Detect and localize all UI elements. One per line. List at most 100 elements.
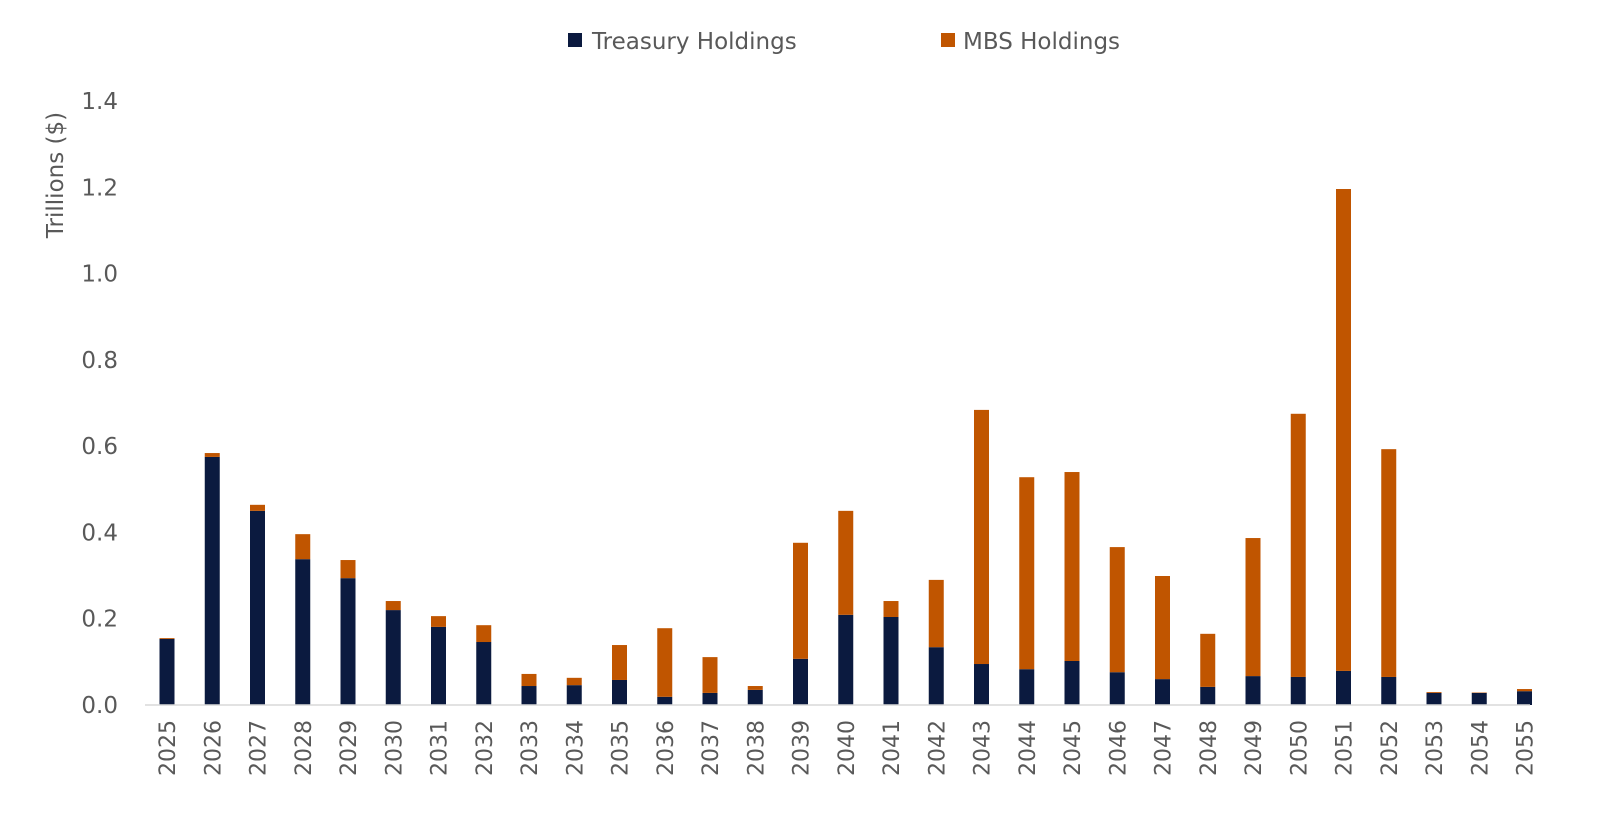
mbs-bar-2038 xyxy=(748,686,763,690)
treasury-bar-2038 xyxy=(748,690,763,705)
mbs-bar-2052 xyxy=(1381,449,1396,677)
mbs-bar-2049 xyxy=(1246,538,1261,676)
mbs-bar-2027 xyxy=(250,505,265,511)
treasury-bar-2033 xyxy=(522,686,537,705)
treasury-bar-2048 xyxy=(1200,687,1215,705)
treasury-bar-2035 xyxy=(612,680,627,705)
x-tick-label: 2042 xyxy=(925,720,950,776)
treasury-bar-2031 xyxy=(431,627,446,705)
treasury-bar-2041 xyxy=(884,617,899,705)
mbs-bar-2046 xyxy=(1110,547,1125,672)
x-tick-label: 2053 xyxy=(1423,720,1448,776)
treasury-bar-2034 xyxy=(567,685,582,705)
y-tick-label: 0.4 xyxy=(81,520,118,546)
x-tick-label: 2044 xyxy=(1016,720,1041,776)
y-tick-label: 1.2 xyxy=(81,175,118,201)
x-tick-label: 2032 xyxy=(473,720,498,776)
treasury-bar-2046 xyxy=(1110,672,1125,705)
treasury-bar-2026 xyxy=(205,457,220,705)
treasury-bar-2055 xyxy=(1517,691,1532,705)
mbs-bar-2028 xyxy=(295,534,310,559)
treasury-bar-2052 xyxy=(1381,677,1396,705)
mbs-bar-2026 xyxy=(205,453,220,457)
mbs-bar-2047 xyxy=(1155,576,1170,679)
mbs-bar-2043 xyxy=(974,410,989,664)
x-tick-label: 2025 xyxy=(156,720,181,776)
treasury-bar-2039 xyxy=(793,659,808,705)
treasury-bar-2040 xyxy=(838,615,853,705)
legend-label-treasury: Treasury Holdings xyxy=(591,29,797,55)
y-tick-label: 1.0 xyxy=(81,262,118,288)
x-tick-label: 2034 xyxy=(563,720,588,776)
mbs-bar-2029 xyxy=(341,560,356,578)
x-tick-label: 2029 xyxy=(337,720,362,776)
y-tick-label: 0.8 xyxy=(81,348,118,374)
mbs-bar-2045 xyxy=(1065,472,1080,661)
treasury-bar-2045 xyxy=(1065,661,1080,705)
y-tick-label: 1.4 xyxy=(81,89,118,115)
x-tick-label: 2040 xyxy=(835,720,860,776)
mbs-bar-2044 xyxy=(1019,477,1034,669)
x-tick-label: 2047 xyxy=(1152,720,1177,776)
mbs-bar-2050 xyxy=(1291,414,1306,677)
mbs-bar-2025 xyxy=(160,638,175,639)
x-tick-label: 2041 xyxy=(880,720,905,776)
treasury-bar-2029 xyxy=(341,578,356,705)
treasury-bar-2028 xyxy=(295,559,310,705)
treasury-bar-2037 xyxy=(703,693,718,705)
mbs-bar-2042 xyxy=(929,580,944,647)
mbs-bar-2037 xyxy=(703,657,718,693)
treasury-bar-2036 xyxy=(657,697,672,705)
mbs-bar-2041 xyxy=(884,601,899,617)
mbs-bar-2048 xyxy=(1200,634,1215,687)
x-tick-label: 2031 xyxy=(428,720,453,776)
treasury-bar-2047 xyxy=(1155,679,1170,705)
treasury-bar-2053 xyxy=(1427,693,1442,705)
x-tick-label: 2027 xyxy=(247,720,272,776)
legend-swatch-mbs xyxy=(941,33,955,47)
x-tick-label: 2037 xyxy=(699,720,724,776)
treasury-bar-2043 xyxy=(974,664,989,705)
x-tick-label: 2039 xyxy=(790,720,815,776)
treasury-bar-2025 xyxy=(160,639,175,705)
y-axis-label: Trillions ($) xyxy=(43,112,69,239)
x-tick-label: 2050 xyxy=(1287,720,1312,776)
treasury-bar-2051 xyxy=(1336,671,1351,705)
mbs-bar-2055 xyxy=(1517,689,1532,691)
x-tick-label: 2026 xyxy=(201,720,226,776)
x-tick-label: 2030 xyxy=(382,720,407,776)
legend-label-mbs: MBS Holdings xyxy=(963,29,1120,55)
mbs-bar-2035 xyxy=(612,645,627,680)
mbs-bar-2032 xyxy=(476,625,491,642)
mbs-bar-2033 xyxy=(522,674,537,686)
treasury-bar-2042 xyxy=(929,647,944,705)
x-tick-label: 2043 xyxy=(971,720,996,776)
treasury-bar-2054 xyxy=(1472,693,1487,705)
treasury-bar-2032 xyxy=(476,642,491,705)
x-tick-label: 2028 xyxy=(292,720,317,776)
mbs-bar-2031 xyxy=(431,616,446,627)
x-tick-label: 2054 xyxy=(1468,720,1493,776)
mbs-bar-2039 xyxy=(793,543,808,659)
mbs-bar-2040 xyxy=(838,511,853,615)
x-tick-label: 2051 xyxy=(1333,720,1358,776)
mbs-bar-2036 xyxy=(657,628,672,697)
x-tick-label: 2045 xyxy=(1061,720,1086,776)
x-tick-label: 2048 xyxy=(1197,720,1222,776)
x-tick-label: 2055 xyxy=(1514,720,1539,776)
treasury-bar-2030 xyxy=(386,610,401,705)
x-tick-label: 2046 xyxy=(1106,720,1131,776)
x-tick-label: 2049 xyxy=(1242,720,1267,776)
x-tick-label: 2033 xyxy=(518,720,543,776)
x-tick-label: 2052 xyxy=(1378,720,1403,776)
treasury-bar-2050 xyxy=(1291,677,1306,705)
y-tick-label: 0.6 xyxy=(81,434,118,460)
x-tick-label: 2038 xyxy=(744,720,769,776)
mbs-bar-2030 xyxy=(386,601,401,610)
y-tick-label: 0.0 xyxy=(81,693,118,719)
legend-swatch-treasury xyxy=(568,33,582,47)
mbs-bar-2051 xyxy=(1336,189,1351,671)
treasury-bar-2044 xyxy=(1019,669,1034,705)
legend: Treasury Holdings MBS Holdings xyxy=(568,29,1120,55)
